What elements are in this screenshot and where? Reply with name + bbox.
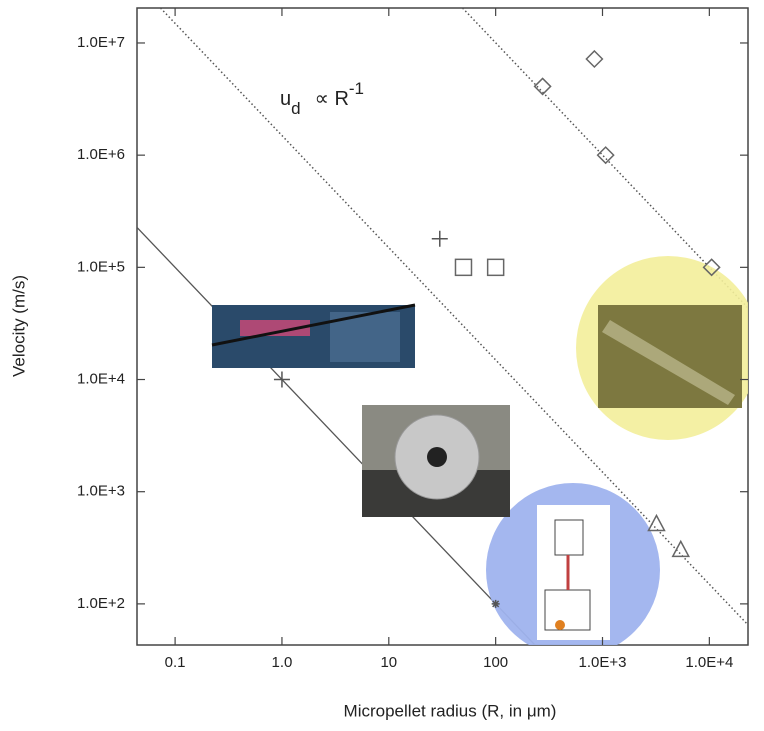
x-tick-label: 0.1 [165, 654, 186, 671]
annotation-subscript: d [291, 99, 300, 118]
y-tick-label: 1.0E+5 [77, 258, 125, 275]
chart: ud ∝ R-1 Micropellet radius (R, in μm) Ve… [0, 0, 764, 731]
data-point [492, 600, 500, 608]
annotation-part: ∝ R [315, 88, 349, 110]
schematic [537, 505, 610, 640]
annotation-part: u [280, 88, 291, 110]
x-tick-label: 1.0E+3 [579, 654, 627, 671]
y-axis-title: Velocity (m/s) [9, 275, 28, 377]
annotation-superscript: -1 [349, 79, 364, 98]
x-tick-label: 1.0 [272, 654, 293, 671]
schematic-detail [555, 620, 565, 630]
photo-detail [427, 447, 447, 467]
y-tick-label: 1.0E+2 [77, 595, 125, 612]
x-tick-label: 10 [380, 654, 397, 671]
y-tick-label: 1.0E+3 [77, 483, 125, 500]
y-tick-label: 1.0E+4 [77, 370, 125, 387]
x-tick-label: 1.0E+4 [685, 654, 733, 671]
x-tick-label: 100 [483, 654, 508, 671]
y-tick-label: 1.0E+6 [77, 146, 125, 163]
x-axis-title: Micropellet radius (R, in μm) [344, 701, 557, 720]
y-tick-label: 1.0E+7 [77, 34, 125, 51]
